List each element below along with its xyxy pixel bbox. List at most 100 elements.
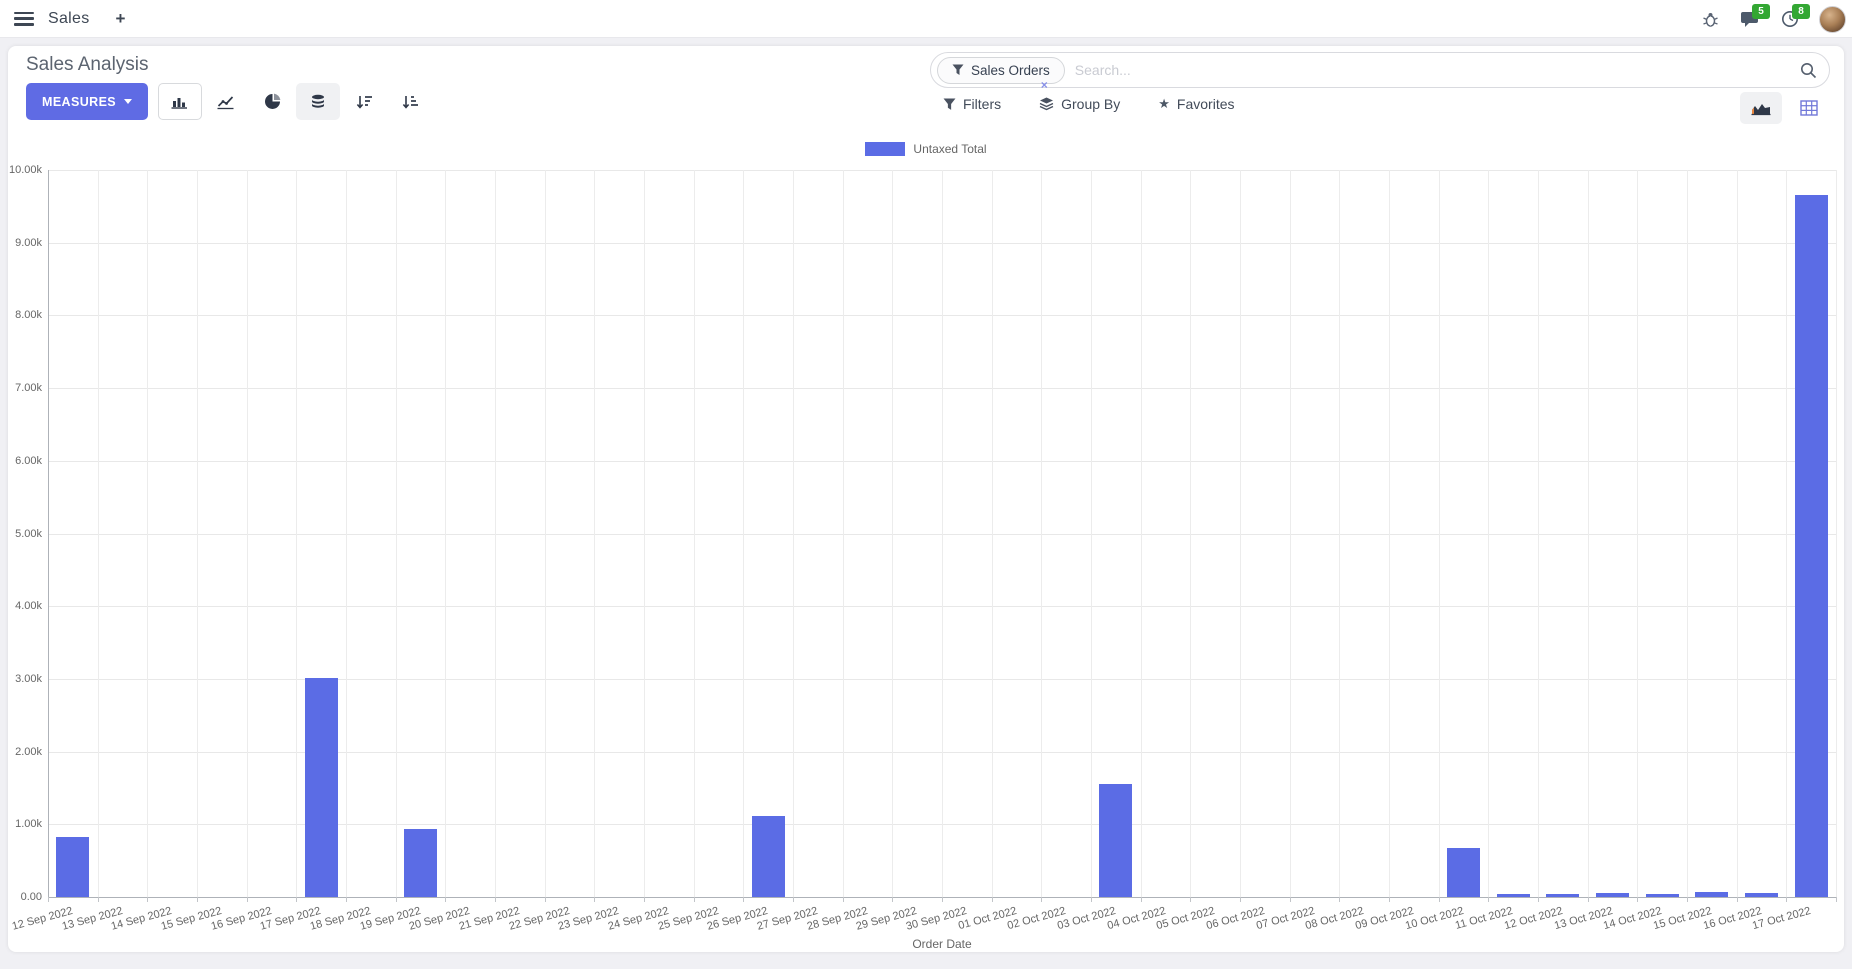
x-axis-tick [991,897,993,902]
v-gridline [1438,170,1440,897]
v-gridline [892,170,894,897]
bar[interactable] [1645,894,1679,897]
x-axis-tick [1091,897,1092,902]
search-input[interactable] [1074,62,1800,78]
bar-chart: Untaxed Total Order Date 0.00 1.00k 2.00k 3… [8,140,1844,951]
v-gridline [693,170,695,897]
filters-button[interactable]: Filters [943,96,1001,112]
v-gridline [1587,170,1589,897]
v-gridline [495,170,496,897]
sort-descending-button[interactable] [342,83,386,120]
x-axis-tick [942,897,943,902]
v-gridline [544,170,546,897]
caret-down-icon [124,99,133,104]
stacked-toggle-button[interactable] [296,83,341,120]
v-gridline [97,170,99,897]
x-axis-tick [197,897,198,902]
group-by-button[interactable]: Group By [1039,96,1120,112]
bar[interactable] [1447,848,1480,897]
x-axis-tick [296,897,298,902]
x-axis-tick [1240,897,1241,902]
v-gridline [1786,170,1788,897]
activities-clock-icon[interactable]: 8 [1779,4,1810,30]
search-facet-sales-orders[interactable]: Sales Orders × [937,56,1065,92]
x-axis-tick [246,897,248,902]
bar[interactable] [1546,894,1580,897]
x-axis-tick [48,897,49,902]
pivot-view-button[interactable] [1788,92,1830,124]
messages-icon[interactable]: 5 [1739,4,1770,30]
v-gridline [1339,170,1341,897]
pie-chart-view-button[interactable] [250,83,294,120]
measures-button[interactable]: MEASURES [26,83,149,120]
hamburger-menu-icon[interactable] [14,11,34,26]
v-gridline [1041,170,1043,897]
v-gridline [1140,170,1142,897]
v-gridline [594,170,596,897]
favorites-button[interactable]: ★ Favorites [1158,96,1234,112]
v-gridline [1240,170,1241,897]
v-gridline [197,170,198,897]
v-gridline [1736,170,1738,897]
user-avatar[interactable] [1819,5,1846,33]
bar[interactable] [1099,783,1133,897]
graph-view-button[interactable] [1740,92,1782,124]
legend-label: Untaxed Total [913,142,987,156]
v-gridline [793,170,794,897]
x-axis-tick [1339,897,1341,902]
new-tab-plus-button[interactable]: + [115,8,126,28]
x-axis-tick [147,897,149,902]
y-tick-label: 7.00k [15,382,42,395]
sort-ascending-button[interactable] [388,83,432,120]
v-gridline [445,170,447,897]
x-axis-tick [395,897,397,902]
x-axis-tick [1587,897,1589,902]
x-axis-tick [1389,897,1390,902]
v-gridline [1538,170,1539,897]
layers-icon [1039,97,1054,111]
v-gridline [842,170,844,897]
filter-funnel-icon [943,98,956,110]
x-axis-tick [97,897,99,902]
bar[interactable] [1695,891,1729,897]
x-axis-tick [445,897,447,902]
app-name[interactable]: Sales [48,9,90,27]
filters-label: Filters [963,96,1002,112]
line-chart-view-button[interactable] [204,83,248,120]
star-icon: ★ [1158,96,1170,111]
bar[interactable] [404,829,437,897]
y-tick-label: 1.00k [15,818,42,831]
content-card: Sales Analysis MEASURES Sales Orders [8,46,1844,952]
bar[interactable] [1596,893,1629,897]
x-axis-tick [1736,897,1738,902]
x-axis-tick [495,897,496,902]
x-axis-tick [1289,897,1291,902]
bar[interactable] [1794,195,1828,897]
v-gridline [942,170,943,897]
y-tick-label: 2.00k [15,745,42,758]
v-gridline [644,170,645,897]
bar[interactable] [1496,894,1530,897]
y-tick-label: 0.00 [20,891,42,903]
v-gridline [246,170,248,897]
bar-chart-view-button[interactable] [158,83,203,120]
search-icon[interactable] [1800,62,1817,79]
filter-funnel-icon [952,64,964,75]
y-tick-label: 3.00k [15,672,42,685]
favorites-label: Favorites [1176,96,1235,112]
x-axis-tick [1488,897,1490,902]
bar[interactable] [751,816,785,897]
page-title: Sales Analysis [26,54,149,75]
x-axis-tick [743,897,745,902]
y-tick-label: 6.00k [15,454,42,467]
debug-bug-icon[interactable] [1699,8,1721,30]
bar[interactable] [1745,893,1778,897]
search-bar[interactable]: Sales Orders × [930,52,1830,92]
facet-remove-icon[interactable]: × [1040,77,1048,92]
x-axis-tick [892,897,894,902]
x-axis-tick [544,897,546,902]
bar[interactable] [304,678,338,897]
bar[interactable] [56,837,90,897]
activities-count-badge: 8 [1792,4,1810,19]
legend-item-untaxed-total[interactable]: Untaxed Total [8,142,1844,156]
